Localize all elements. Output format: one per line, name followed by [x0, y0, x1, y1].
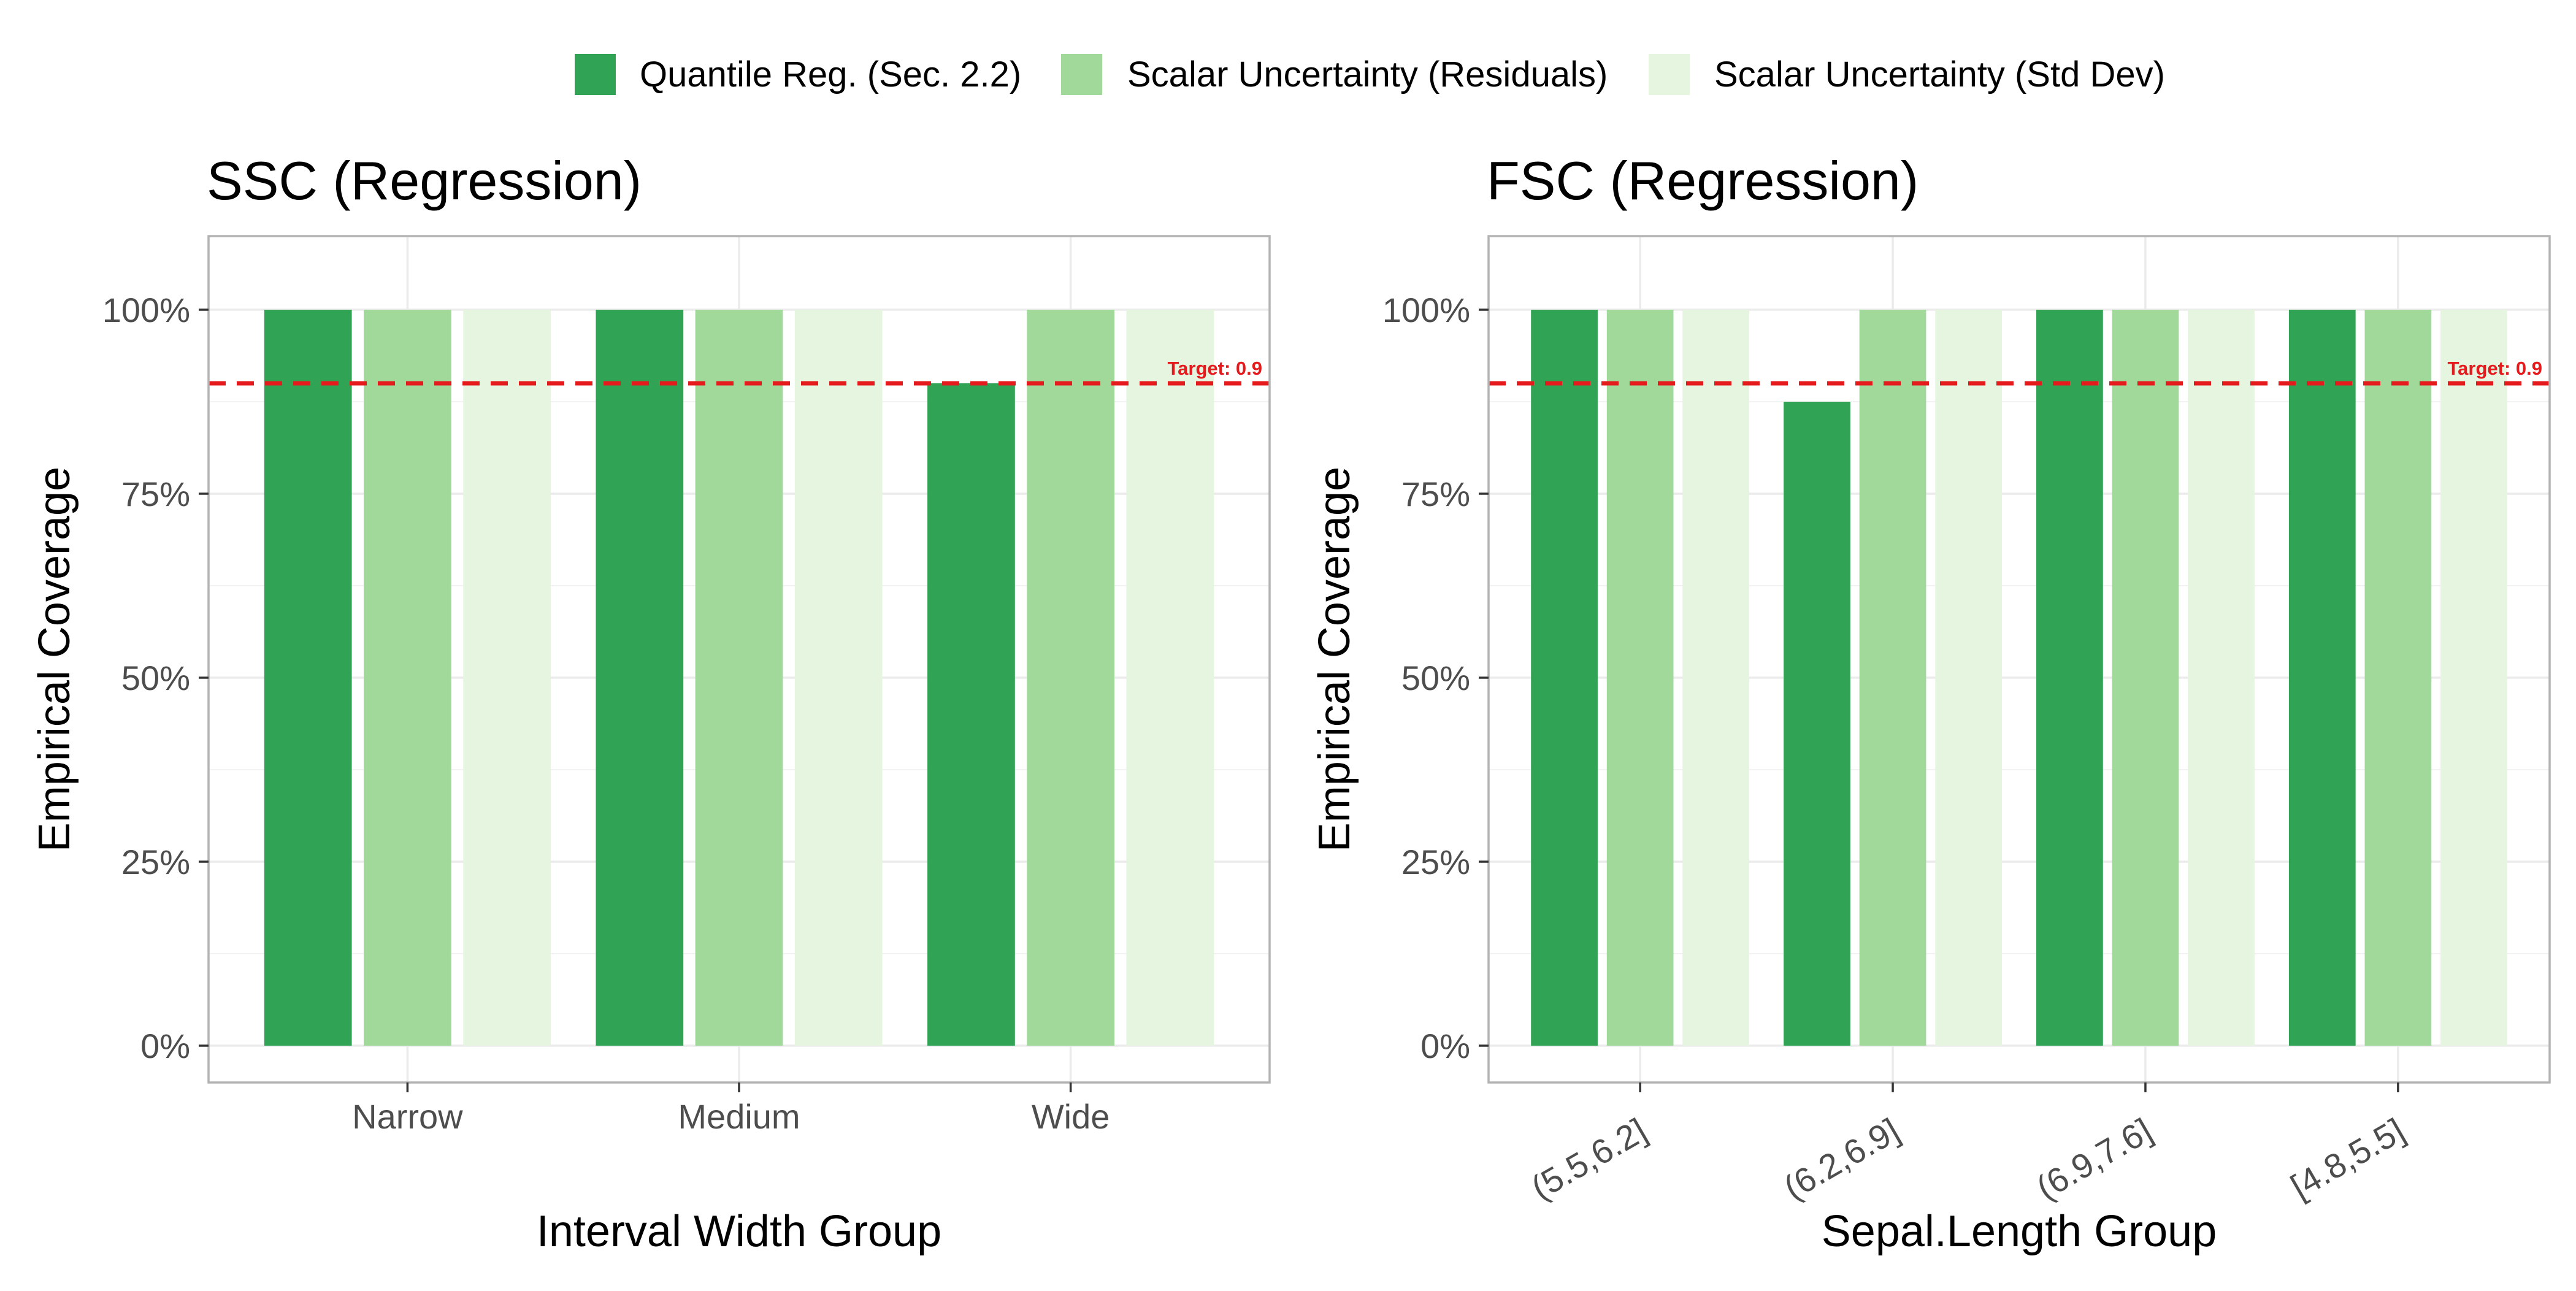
y-tick-label: 75%	[121, 475, 190, 513]
bar	[2440, 310, 2507, 1046]
x-tick-label: Wide	[1032, 1097, 1110, 1136]
bar	[596, 310, 684, 1046]
bar	[1531, 310, 1598, 1046]
bar	[2112, 310, 2179, 1046]
x-tick-label: (5.5,6.2]	[1525, 1111, 1653, 1207]
bar	[1027, 310, 1114, 1046]
bar	[264, 310, 352, 1046]
x-axis-title: Sepal.Length Group	[1822, 1207, 2217, 1256]
legend-label: Scalar Uncertainty (Residuals)	[1127, 55, 1608, 94]
x-tick-label: (6.9,7.6]	[2030, 1111, 2158, 1207]
x-tick-label: [4.8,5.5]	[2284, 1111, 2411, 1206]
chart-panel-2: FSC (Regression) Target: 0.9 0% 25% 50% 75% 10…	[1310, 150, 2551, 1256]
legend-swatch	[575, 54, 616, 95]
y-tick-label: 75%	[1401, 475, 1470, 513]
y-tick-label: 100%	[1382, 291, 1470, 329]
bar	[463, 310, 551, 1046]
bar	[1682, 310, 1750, 1046]
legend-swatch	[1061, 54, 1102, 95]
legend-label: Quantile Reg. (Sec. 2.2)	[640, 55, 1021, 94]
y-tick-label: 50%	[121, 659, 190, 697]
y-axis-title: Empirical Coverage	[1310, 467, 1359, 852]
bar	[2036, 310, 2103, 1046]
target-label: Target: 0.9	[1168, 358, 1262, 379]
bar	[1935, 310, 2002, 1046]
legend: Quantile Reg. (Sec. 2.2) Scalar Uncertain…	[575, 54, 2165, 95]
y-tick-label: 25%	[1401, 843, 1470, 881]
x-axis-title: Interval Width Group	[537, 1207, 941, 1256]
legend-swatch	[1649, 54, 1690, 95]
chart-panels: SSC (Regression) Target: 0.9 0% 25% 50% 75% 10…	[30, 150, 2551, 1256]
x-tick-label: (6.2,6.9]	[1777, 1111, 1906, 1207]
x-tick-label: Medium	[678, 1097, 800, 1136]
bar	[1126, 310, 1214, 1046]
bar	[2364, 310, 2432, 1046]
x-tick-label: Narrow	[352, 1097, 463, 1136]
bar	[1606, 310, 1674, 1046]
panel-border	[1487, 235, 2551, 1084]
y-tick-label: 25%	[121, 843, 190, 881]
chart-panel-1: SSC (Regression) Target: 0.9 0% 25% 50% 75% 10…	[30, 150, 1271, 1256]
y-axis-title: Empirical Coverage	[30, 467, 79, 852]
bar	[2188, 310, 2255, 1046]
bar	[364, 310, 451, 1046]
bar	[794, 310, 883, 1046]
bar	[1859, 310, 1926, 1046]
y-tick-label: 0%	[140, 1027, 190, 1065]
y-tick-label: 0%	[1420, 1027, 1470, 1065]
panel-title: SSC (Regression)	[207, 150, 642, 211]
bar	[2288, 310, 2356, 1046]
bar	[1784, 402, 1850, 1046]
panel-title: FSC (Regression)	[1487, 150, 1919, 211]
legend-label: Scalar Uncertainty (Std Dev)	[1714, 55, 2165, 94]
y-tick-label: 100%	[102, 291, 190, 329]
target-label: Target: 0.9	[2448, 358, 2542, 379]
bar	[695, 310, 783, 1046]
bar	[927, 383, 1015, 1046]
y-tick-label: 50%	[1401, 659, 1470, 697]
